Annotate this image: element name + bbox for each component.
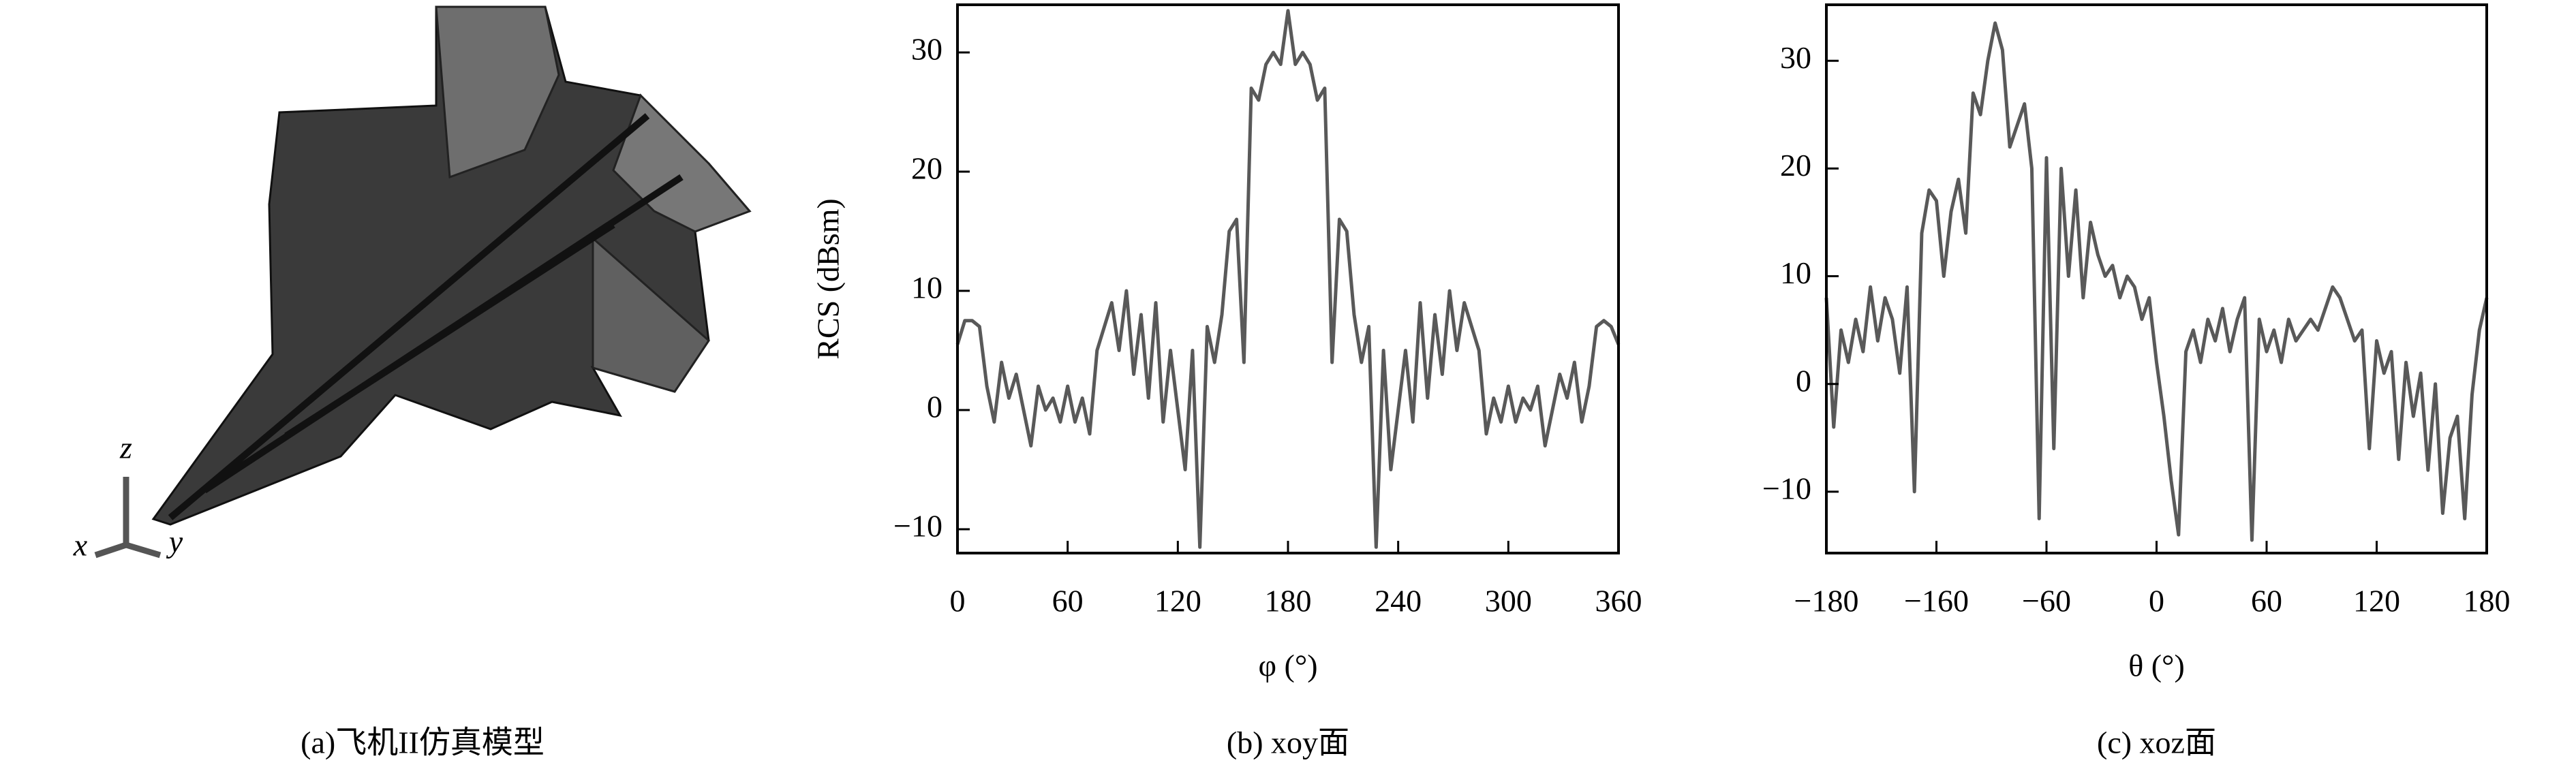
y-tick-label: 20 bbox=[911, 151, 942, 186]
x-tick-label: −60 bbox=[2022, 584, 2071, 618]
plot-frame bbox=[956, 3, 1620, 554]
y-tick-label: 20 bbox=[1780, 148, 1811, 183]
caption-a: (a)飞机II仿真模型 bbox=[301, 725, 545, 760]
x-tick-label: 360 bbox=[1595, 584, 1642, 618]
caption: (c) xoz面 bbox=[2097, 725, 2216, 760]
y-tick-label: 10 bbox=[1780, 255, 1811, 290]
x-tick-label: 180 bbox=[2464, 584, 2511, 618]
plot-frame bbox=[1825, 3, 2488, 554]
x-tick-label: 120 bbox=[1154, 584, 1201, 618]
y-tick-label: 30 bbox=[911, 32, 942, 67]
caption: (b) xoy面 bbox=[1227, 725, 1349, 760]
x-axis-label: φ (°) bbox=[1258, 648, 1317, 683]
x-tick-label: 60 bbox=[1052, 584, 1084, 618]
y-tick-label: −10 bbox=[1762, 471, 1811, 505]
x-tick-label: 180 bbox=[1265, 584, 1312, 618]
x-tick-label: 60 bbox=[2251, 584, 2282, 618]
x-tick-label: 300 bbox=[1485, 584, 1532, 618]
x-tick-label: 240 bbox=[1375, 584, 1422, 618]
y-axis-label: RCS (dBsm) bbox=[811, 198, 846, 359]
x-tick-label: 120 bbox=[2353, 584, 2400, 618]
y-tick-label: 30 bbox=[1780, 40, 1811, 75]
x-tick-label: −160 bbox=[1904, 584, 1969, 618]
x-axis-label: θ (°) bbox=[2128, 648, 2185, 683]
y-tick-label: −10 bbox=[893, 509, 942, 544]
axis-z: z bbox=[119, 430, 132, 465]
x-tick-label: 0 bbox=[950, 584, 966, 618]
axis-y: y bbox=[166, 524, 183, 559]
aircraft-mesh bbox=[94, 5, 752, 559]
y-tick-label: 0 bbox=[927, 390, 942, 424]
rcs-line bbox=[955, 9, 1621, 549]
x-tick-label: −180 bbox=[1794, 584, 1859, 618]
y-tick-label: 10 bbox=[911, 270, 942, 305]
y-tick-label: 0 bbox=[1796, 363, 1811, 398]
rcs-line bbox=[1824, 21, 2489, 542]
x-tick-label: 0 bbox=[2149, 584, 2164, 618]
axis-x: x bbox=[73, 528, 88, 563]
